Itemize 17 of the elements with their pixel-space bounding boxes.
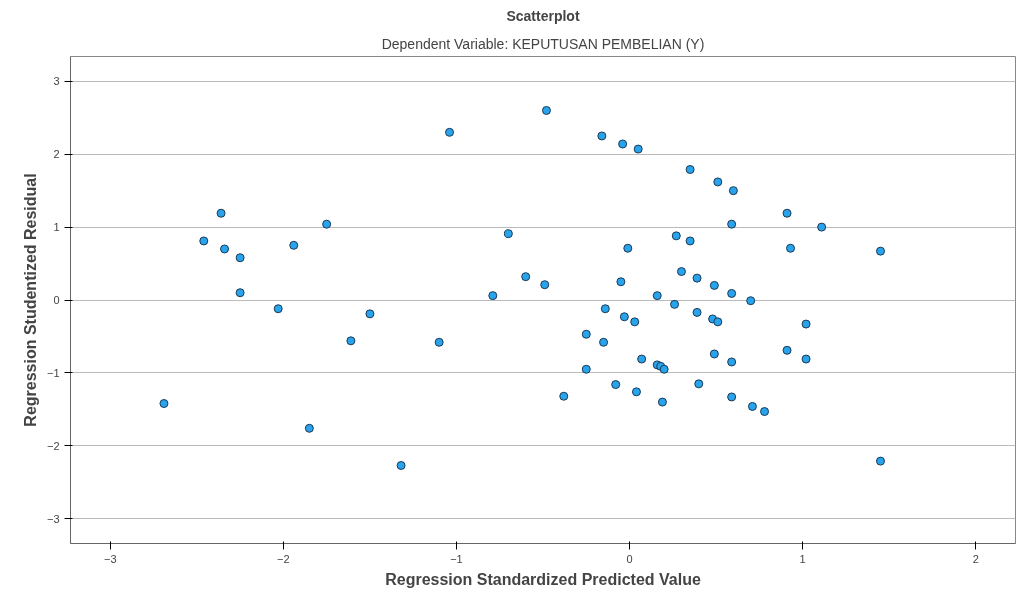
y-tick-label: −3 — [46, 512, 60, 525]
x-axis-title: Regression Standardized Predicted Value — [385, 570, 701, 588]
x-tick-label: 2 — [972, 552, 979, 565]
chart-subtitle: Dependent Variable: KEPUTUSAN PEMBELIAN (Y) — [381, 35, 705, 52]
y-tick-label: −2 — [46, 439, 60, 452]
y-tick-label: −1 — [46, 366, 60, 379]
x-tick-label: 1 — [799, 552, 806, 565]
y-tick-label: 3 — [53, 75, 60, 88]
chart-title: Scatterplot — [506, 7, 580, 24]
x-tick-label: −2 — [277, 552, 290, 565]
x-tick-label: 0 — [626, 552, 633, 565]
y-tick-label: 2 — [53, 148, 60, 161]
x-tick-label: −3 — [104, 552, 117, 565]
y-axis-title: Regression Studentized Residual — [21, 173, 39, 427]
y-tick-label: 0 — [53, 294, 60, 306]
y-tick-label: 1 — [53, 221, 60, 234]
x-tick-label: −1 — [450, 552, 463, 565]
